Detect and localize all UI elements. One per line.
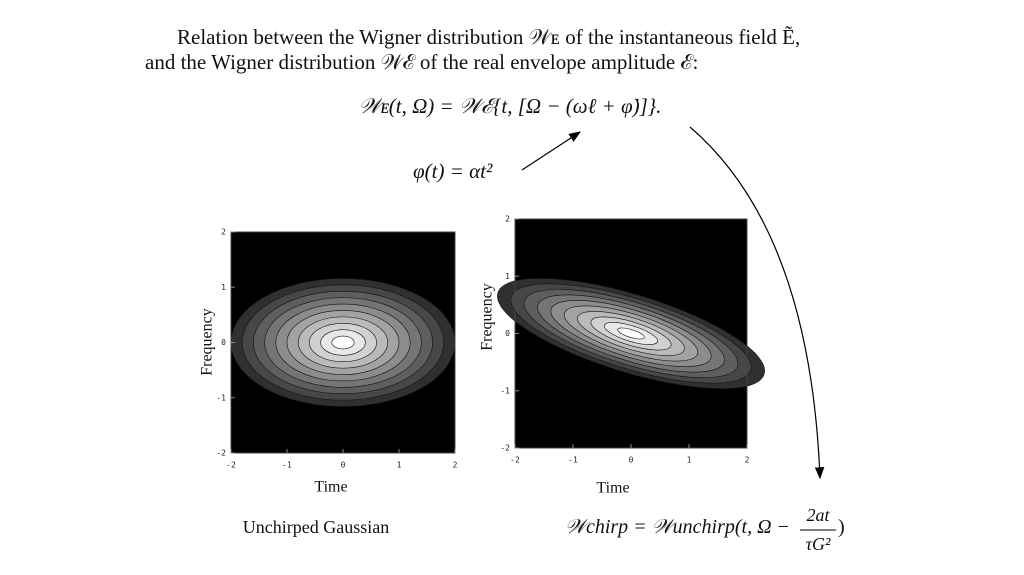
x-tick-label: -1 — [282, 461, 292, 470]
x-tick-label: -2 — [226, 461, 236, 470]
y-tick-label: 1 — [505, 272, 510, 281]
x-axis-label: Time — [596, 480, 629, 497]
y-tick-label: 0 — [505, 329, 510, 338]
formula: 𝒲chirp = 𝒲unchirp(t, Ω − — [565, 516, 790, 538]
arrow — [521, 131, 582, 171]
x-tick-label: 2 — [745, 456, 750, 465]
x-axis-label: Time — [314, 479, 347, 496]
y-tick-label: 2 — [221, 228, 226, 237]
y-tick-label: -2 — [500, 444, 510, 453]
equation: 𝒲ᴇ(t, Ω) = 𝒲ℰ{t, [Ω − (ωℓ + φ̇)]}. — [359, 94, 662, 118]
contour — [617, 327, 645, 340]
contours — [230, 278, 456, 407]
y-axis-label: Frequency — [479, 283, 496, 351]
y-tick-label: -2 — [216, 449, 226, 458]
contour — [331, 335, 355, 350]
y-tick-label: 2 — [505, 215, 510, 224]
y-tick-label: -1 — [216, 393, 226, 402]
y-axis-label: Frequency — [199, 308, 216, 376]
intro-line-2: and the Wigner distribution 𝒲ℰ of the re… — [145, 50, 698, 74]
contours — [497, 278, 765, 389]
y-tick-label: 0 — [221, 338, 226, 347]
arrow — [689, 126, 825, 480]
caption: Unchirped Gaussian — [243, 517, 389, 537]
x-tick-label: 1 — [687, 456, 692, 465]
formula-denominator: τG² — [806, 534, 831, 554]
intro-line-1: Relation between the Wigner distribution… — [177, 25, 800, 49]
x-tick-label: 0 — [341, 461, 346, 470]
x-tick-label: -2 — [510, 456, 520, 465]
phase-equation: φ(t) = αt² — [413, 159, 493, 183]
x-tick-label: 1 — [397, 461, 402, 470]
x-tick-label: 0 — [629, 456, 634, 465]
x-tick-label: 2 — [453, 461, 458, 470]
formula-close: ) — [838, 516, 845, 538]
formula-numerator: 2at — [806, 505, 830, 525]
y-tick-label: 1 — [221, 283, 226, 292]
x-tick-label: -1 — [568, 456, 578, 465]
y-tick-label: -1 — [500, 386, 510, 395]
